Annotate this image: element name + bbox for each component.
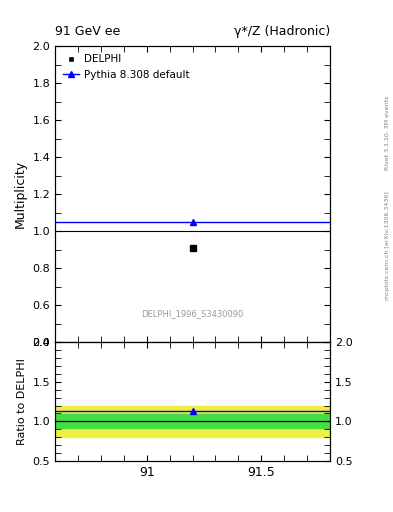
Y-axis label: Ratio to DELPHI: Ratio to DELPHI bbox=[17, 358, 27, 445]
Text: Rivet 3.1.10, 3M events: Rivet 3.1.10, 3M events bbox=[385, 96, 389, 170]
Text: 91 GeV ee: 91 GeV ee bbox=[55, 26, 120, 38]
Bar bbox=[55, 406, 330, 437]
Text: DELPHI_1996_S3430090: DELPHI_1996_S3430090 bbox=[141, 310, 244, 318]
Text: γ*/Z (Hadronic): γ*/Z (Hadronic) bbox=[234, 26, 330, 38]
Legend: DELPHI, Pythia 8.308 default: DELPHI, Pythia 8.308 default bbox=[60, 51, 193, 83]
Y-axis label: Multiplicity: Multiplicity bbox=[14, 160, 27, 228]
Text: mcplots.cern.ch [arXiv:1306.3436]: mcplots.cern.ch [arXiv:1306.3436] bbox=[385, 191, 389, 300]
Bar bbox=[55, 414, 330, 429]
